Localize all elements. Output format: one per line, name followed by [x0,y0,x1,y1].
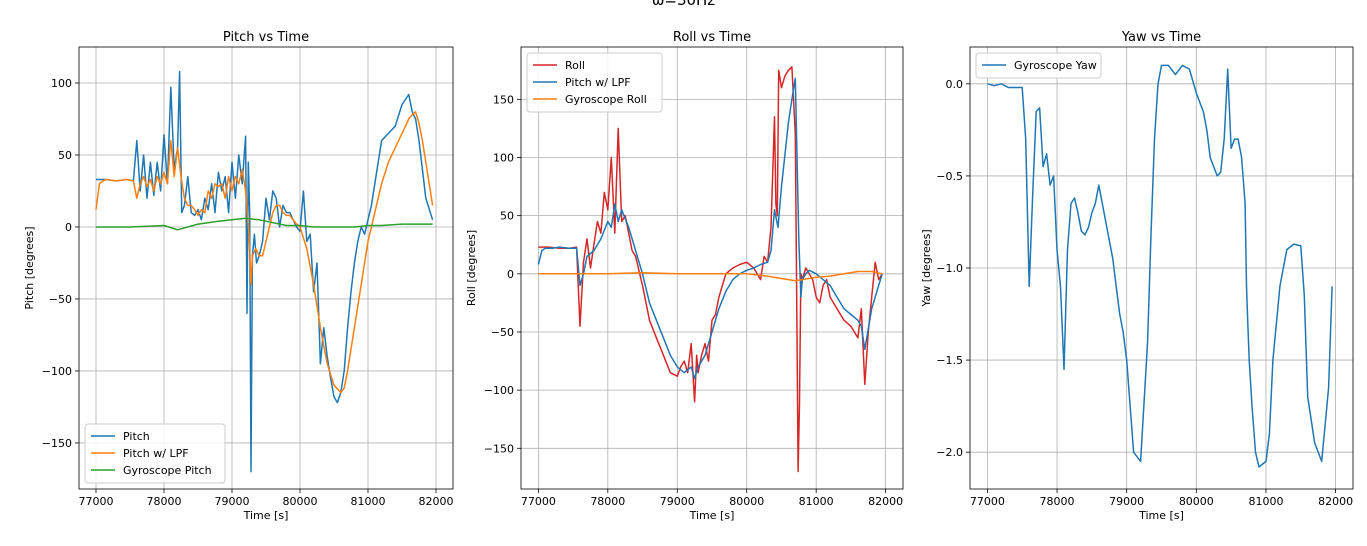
legend: Pitch Pitch w/ LPF Gyroscope Pitch [84,423,226,484]
x-tick-label: 79000 [1109,495,1144,508]
subplot-1: 77000 78000 79000 80000 81000 82000 −150 −100 −5… [23,30,454,522]
subplot-title: Roll vs Time [673,30,751,45]
y-tick-label: −100 [42,365,72,378]
y-tick-label: 100 [493,152,514,165]
figure-suptitle: ω=30Hz [651,0,716,9]
y-tick-label: −150 [42,437,72,450]
y-tick-label: 0.0 [946,78,964,91]
series-line-pitch-w-lpf [95,111,434,394]
y-tick-label: −0.5 [936,170,963,183]
series-line-roll [538,66,883,473]
x-tick-label: 80000 [283,495,318,508]
subplot-title: Pitch vs Time [223,30,309,45]
legend-frame [526,52,663,113]
y-tick-label: −100 [484,384,514,397]
x-tick-label: 82000 [419,495,454,508]
legend-entry-label: Pitch w/ LPF [123,447,189,460]
legend-entry-label: Pitch w/ LPF [565,76,631,89]
x-tick-label: 78000 [147,495,182,508]
x-tick-label: 82000 [1318,495,1353,508]
y-tick-label: 50 [58,149,72,162]
series-line-gyroscope-roll [538,270,883,282]
x-tick-label: 81000 [351,495,386,508]
x-tick-label: 80000 [1179,495,1214,508]
legend-entry-label: Gyroscope Pitch [123,464,212,477]
y-tick-label: 0 [507,268,514,281]
y-axis-label: Yaw [degrees] [920,229,933,307]
x-tick-label: 77000 [521,495,556,508]
x-axis-label: Time [s] [1138,509,1184,522]
subplot-2: 77000 78000 79000 80000 81000 82000 −150 −100 −5… [465,30,904,522]
y-tick-label: 100 [51,77,72,90]
x-tick-label: 79000 [660,495,695,508]
x-tick-label: 81000 [1248,495,1283,508]
y-tick-label: 0 [65,221,72,234]
x-tick-label: 81000 [799,495,834,508]
legend: Gyroscope Yaw [975,52,1102,79]
x-tick-label: 77000 [970,495,1005,508]
y-tick-label: −50 [491,326,514,339]
y-axis-label: Roll [degrees] [465,230,478,306]
series-line-gyroscope-pitch [96,217,433,231]
subplot-3: 77000 78000 79000 80000 81000 82000 −2.0 −1.5 −1… [920,30,1354,522]
y-axis-label: Pitch [degrees] [23,226,36,309]
axes-frame [78,46,454,490]
legend-entry-label: Gyroscope Roll [565,93,647,106]
x-tick-label: 78000 [590,495,625,508]
x-tick-label: 78000 [1040,495,1075,508]
legend-entry-label: Roll [565,59,585,72]
subplot-title: Yaw vs Time [1121,30,1201,45]
y-tick-label: −50 [49,293,72,306]
legend-frame [84,423,226,484]
x-tick-label: 82000 [868,495,903,508]
legend: Roll Pitch w/ LPF Gyroscope Roll [526,52,663,113]
series-line-pitch-w-lpf [537,77,883,380]
y-tick-label: 150 [493,93,514,106]
y-tick-label: −2.0 [936,446,963,459]
y-tick-label: −1.0 [936,262,963,275]
y-tick-label: 50 [500,210,514,223]
x-tick-label: 77000 [79,495,114,508]
x-tick-label: 80000 [729,495,764,508]
series-line-gyroscope-yaw [987,64,1333,468]
y-tick-label: −150 [484,442,514,455]
x-axis-label: Time [s] [689,509,735,522]
legend-entry-label: Gyroscope Yaw [1014,59,1097,72]
legend-frame [975,52,1102,79]
legend-entry-label: Pitch [123,430,150,443]
x-tick-label: 79000 [215,495,250,508]
axes-frame [520,46,904,490]
x-axis-label: Time [s] [243,509,289,522]
y-tick-label: −1.5 [936,354,963,367]
series-line-pitch [96,70,434,473]
